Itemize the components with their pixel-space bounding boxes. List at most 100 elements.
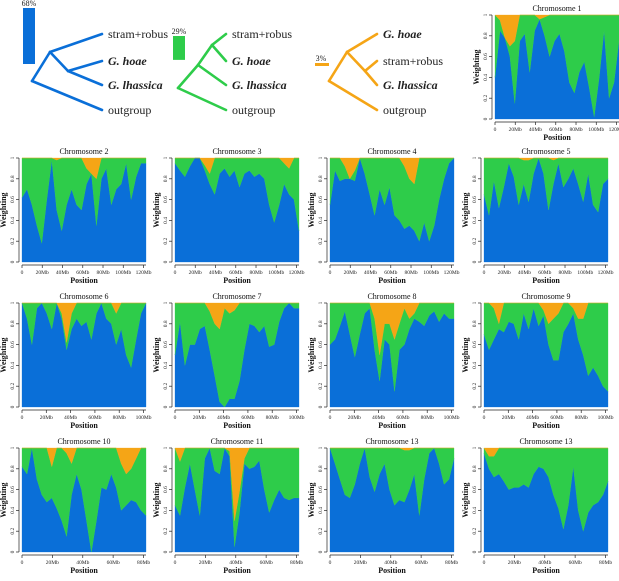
y-axis-label: Weighting <box>307 482 316 517</box>
y-tick-label: 0.6 <box>472 196 478 203</box>
x-axis-label: Position <box>223 276 251 285</box>
x-tick-label: 80Mb <box>569 127 582 133</box>
x-tick-label: 40Mb <box>384 560 397 566</box>
x-tick-label: 0 <box>174 270 177 276</box>
x-tick-label: 20Mb <box>508 560 521 566</box>
y-tick-label: 0 <box>472 405 478 408</box>
x-tick-label: 60Mb <box>241 415 254 421</box>
y-tick-label: 0.8 <box>472 465 478 472</box>
chromosome-panel: Chromosome 7 0 0.2 0.4 0.6 0.8 1 Weighting 0 20Mb… <box>152 288 305 436</box>
x-tick-label: 0 <box>21 560 24 566</box>
tree-topology-1: 68% stram+robus G. hoae G. lhassica outgroup <box>18 0 169 135</box>
chart-title: Chromosome 4 <box>367 147 416 156</box>
y-tick-label: 0 <box>318 260 324 263</box>
y-tick-label: 0 <box>163 550 169 553</box>
y-axis-label: Weighting <box>307 337 316 372</box>
x-axis-label: Position <box>70 566 98 575</box>
x-tick-label: 100Mb <box>577 270 593 276</box>
x-tick-label: 80Mb <box>575 415 588 421</box>
y-tick-label: 0.4 <box>472 507 478 514</box>
area-topology-3 <box>175 302 299 330</box>
x-tick-label: 40Mb <box>518 270 531 276</box>
x-axis-label: Position <box>532 566 560 575</box>
y-tick-label: 0.4 <box>10 217 16 224</box>
area-topology-3 <box>174 447 299 521</box>
y-tick-label: 0.4 <box>318 507 324 514</box>
y-tick-label: 0.6 <box>318 486 324 493</box>
tip-label: outgroup <box>232 103 275 117</box>
tree-branch <box>327 79 379 112</box>
x-tick-label: 80Mb <box>96 270 109 276</box>
x-tick-label: 0 <box>483 415 486 421</box>
x-tick-label: 100Mb <box>588 127 604 133</box>
y-tick-label: 0.6 <box>318 196 324 203</box>
chart-title: Chromosome 2 <box>59 147 108 156</box>
tree-branch <box>363 69 379 87</box>
x-tick-label: 20Mb <box>354 560 367 566</box>
x-tick-label: 0 <box>21 270 24 276</box>
y-tick-label: 0.4 <box>163 362 169 369</box>
x-tick-label: 100Mb <box>444 415 460 421</box>
y-tick-label: 0.6 <box>472 341 478 348</box>
y-tick-label: 0.8 <box>318 320 324 327</box>
y-axis-label: Weighting <box>152 192 161 227</box>
y-tick-label: 0.2 <box>163 383 169 390</box>
y-tick-label: 0.8 <box>318 175 324 182</box>
y-tick-label: 0.6 <box>10 341 16 348</box>
x-tick-label: 0 <box>329 270 332 276</box>
tree-topology-3: 3% G. hoae stram+robus G. lhassica outgroup <box>305 0 455 135</box>
x-axis-label: Position <box>223 566 251 575</box>
x-tick-label: 80Mb <box>113 415 126 421</box>
area-topology-3 <box>330 447 454 451</box>
y-tick-label: 1 <box>318 156 324 159</box>
y-tick-label: 0.2 <box>10 238 16 245</box>
x-axis-label: Position <box>378 276 406 285</box>
chart-title: Chromosome 8 <box>367 292 416 301</box>
chromosome-panel: Chromosome 6 0 0.2 0.4 0.6 0.8 1 Weighting 0 20Mb… <box>0 288 152 436</box>
tree-branch <box>48 50 70 73</box>
y-tick-label: 0.8 <box>163 320 169 327</box>
y-tick-label: 0.4 <box>10 507 16 514</box>
x-tick-label: 60Mb <box>88 415 101 421</box>
chart-title: Chromosome 9 <box>521 292 570 301</box>
x-tick-label: 20Mb <box>509 127 522 133</box>
tree-branch <box>196 43 214 67</box>
x-tick-label: 40Mb <box>372 415 385 421</box>
x-axis-label: Position <box>543 133 571 142</box>
x-tick-label: 20Mb <box>189 270 202 276</box>
x-tick-label: 80Mb <box>558 270 571 276</box>
y-tick-label: 0.2 <box>318 528 324 535</box>
weight-percent-label: 3% <box>316 54 327 63</box>
y-tick-label: 1 <box>472 446 478 449</box>
x-tick-label: 120Mb <box>609 127 619 133</box>
y-tick-label: 0.8 <box>10 320 16 327</box>
x-tick-label: 60Mb <box>415 560 428 566</box>
chromosome-panel: Chromosome 13 0 0.2 0.4 0.6 0.8 1 Weighting 0 20M… <box>461 433 612 581</box>
y-tick-label: 0.4 <box>318 362 324 369</box>
x-tick-label: 80Mb <box>445 560 458 566</box>
tree-branch <box>30 50 52 83</box>
y-tick-label: 0.8 <box>318 465 324 472</box>
x-axis-label: Position <box>378 566 406 575</box>
area-topology-3 <box>175 157 299 174</box>
y-tick-label: 0.4 <box>472 362 478 369</box>
y-axis-label: Weighting <box>461 482 470 517</box>
x-tick-label: 60Mb <box>550 415 563 421</box>
y-tick-label: 0.6 <box>10 196 16 203</box>
x-tick-label: 120Mb <box>598 270 614 276</box>
chromosome-panel: Chromosome 9 0 0.2 0.4 0.6 0.8 1 Weighting 0 20Mb… <box>461 288 614 436</box>
x-tick-label: 0 <box>494 127 497 133</box>
tip-label: G. lhassica <box>108 78 163 92</box>
tip-label: stram+robus <box>108 27 168 41</box>
tree-branch <box>66 69 104 87</box>
x-tick-label: 60Mb <box>76 270 89 276</box>
x-tick-label: 20Mb <box>193 415 206 421</box>
x-tick-label: 100Mb <box>115 270 131 276</box>
chart-title: Chromosome 3 <box>212 147 261 156</box>
y-tick-label: 0.6 <box>483 53 489 60</box>
x-axis-label: Position <box>532 276 560 285</box>
tree-branches <box>176 32 228 112</box>
area-topology-3 <box>494 14 619 47</box>
y-axis-label: Weighting <box>472 49 481 84</box>
x-tick-label: 40Mb <box>529 127 542 133</box>
